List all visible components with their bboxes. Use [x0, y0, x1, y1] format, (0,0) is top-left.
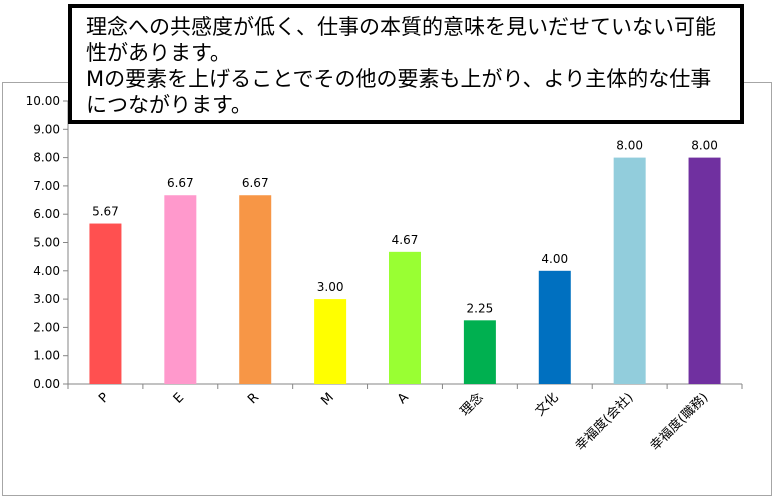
- y-tick-label: 7.00: [33, 179, 60, 193]
- data-label: 2.25: [467, 301, 494, 315]
- bar: [538, 270, 571, 384]
- data-label: 8.00: [691, 139, 718, 153]
- y-tick-label: 1.00: [33, 349, 60, 363]
- callout-line-1: 理念への共感度が低く、仕事の本質的意味を見いだせていない可能性があります。: [86, 15, 716, 65]
- x-tick-label: P: [96, 390, 112, 406]
- y-tick-label: 4.00: [33, 264, 60, 278]
- bar: [613, 157, 646, 384]
- callout-line-2: Mの要素を上げることでその他の要素も上がり、より主体的な仕事につながります。: [86, 67, 712, 117]
- bar: [164, 195, 197, 384]
- data-label: 3.00: [317, 280, 344, 294]
- x-tick-label: 文化: [533, 390, 562, 419]
- x-tick-label: 幸福度(会社): [572, 390, 636, 454]
- bar: [314, 299, 347, 384]
- data-label: 6.67: [242, 176, 269, 190]
- x-tick-label: E: [171, 390, 187, 406]
- y-tick-label: 3.00: [33, 292, 60, 306]
- callout-box: 理念への共感度が低く、仕事の本質的意味を見いだせていない可能性があります。 Mの…: [68, 4, 744, 124]
- x-tick-label: 理念: [457, 390, 487, 420]
- x-tick-label: 幸福度(職務): [647, 390, 711, 454]
- bar: [239, 195, 272, 384]
- data-label: 8.00: [616, 139, 643, 153]
- y-tick-label: 8.00: [33, 151, 60, 165]
- bar: [389, 251, 421, 384]
- y-tick-label: 10.00: [26, 94, 60, 108]
- y-tick-label: 2.00: [33, 320, 60, 334]
- y-tick-label: 6.00: [33, 207, 60, 221]
- bar: [688, 157, 721, 384]
- data-label: 6.67: [167, 176, 194, 190]
- x-tick-label: M: [318, 390, 337, 409]
- bar: [463, 320, 496, 384]
- x-tick-label: R: [245, 390, 262, 407]
- y-tick-label: 9.00: [33, 122, 60, 136]
- bar: [89, 223, 122, 384]
- y-tick-label: 0.00: [33, 377, 60, 391]
- x-tick-label: A: [395, 390, 412, 407]
- data-label: 4.00: [541, 252, 568, 266]
- data-label: 4.67: [392, 233, 419, 247]
- data-label: 5.67: [92, 205, 119, 219]
- y-tick-label: 5.00: [33, 236, 60, 250]
